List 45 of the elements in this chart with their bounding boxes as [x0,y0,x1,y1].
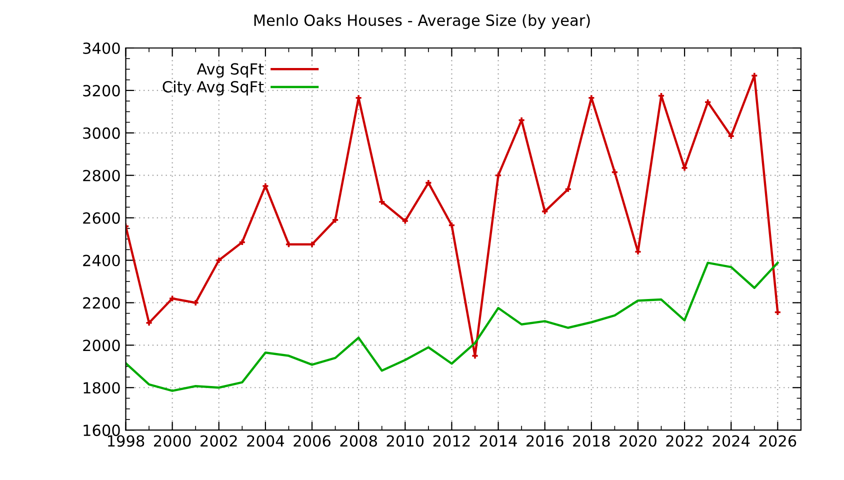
x-tick-label: 2000 [154,435,191,447]
chart-title: Menlo Oaks Houses - Average Size (by year) [254,14,590,29]
point [192,299,200,306]
x-tick-label: 1998 [108,435,144,447]
x-tick-label: 2022 [666,435,702,447]
line-series [126,262,779,392]
point [494,172,502,180]
point [145,319,153,327]
y-tick-label: 2600 [83,212,120,224]
point [541,208,549,216]
y-tick-label: 2800 [83,170,120,182]
y-tick-label: 1600 [84,424,120,436]
x-tick-label: 2026 [759,435,796,447]
point [424,179,432,186]
y-tick-label: 3000 [83,127,120,139]
y-tick-label: 2400 [83,254,120,266]
x-tick-label: 2016 [526,435,564,447]
y-tick-label: 3200 [83,84,120,96]
y-tick-label: 2000 [83,340,120,352]
x-tick-label: 2012 [433,435,470,447]
point [215,256,223,264]
point [611,168,618,176]
point [448,222,456,229]
y-tick-label: 2200 [83,297,120,309]
x-tick-label: 2004 [247,435,284,447]
point [564,185,572,193]
x-tick-label: 2020 [620,435,656,447]
point [378,198,386,206]
x-tick-label: 2024 [712,435,750,447]
point [332,216,339,224]
point [704,98,712,106]
y-tick-label: 3400 [83,42,120,54]
legend-label: Avg SqFt [196,63,264,78]
x-tick-label: 2014 [480,435,517,447]
point [238,238,246,246]
x-tick-label: 2006 [294,435,330,447]
y-tick-label: 1800 [84,382,120,394]
x-tick-label: 2018 [573,435,610,447]
point [168,294,176,302]
x-tick-label: 2002 [200,435,237,447]
point [727,132,735,140]
x-tick-label: 2010 [386,435,424,447]
point [401,217,409,225]
x-tick-label: 2008 [340,435,377,447]
legend-label: City Avg SqFt [162,80,264,96]
